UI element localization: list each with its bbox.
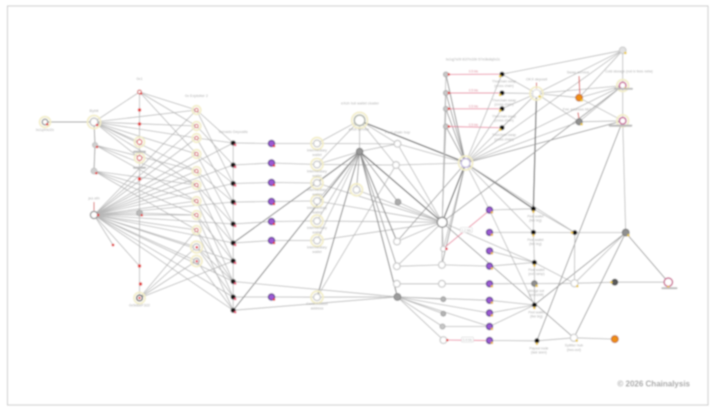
svg-text:0.4 btc: 0.4 btc	[463, 338, 473, 342]
svg-text:bc1q4mcl2x: bc1q4mcl2x	[36, 128, 54, 132]
svg-text:Swap service: Swap service	[567, 71, 590, 75]
svg-text:wallet: wallet	[312, 153, 321, 157]
svg-text:eXch hot wallet cluster: eXch hot wallet cluster	[341, 102, 380, 106]
svg-text:Intermediary: Intermediary	[307, 206, 327, 210]
svg-text:Fee address bb1: Fee address bb1	[563, 107, 592, 111]
svg-text:Thorchain swap: Thorchain swap	[492, 133, 516, 137]
svg-text:Cold storage (not in fees netw: Cold storage (not in fees netw)	[605, 70, 653, 74]
svg-text:Intermediary: Intermediary	[307, 246, 327, 250]
svg-text:Thorchain swap: Thorchain swap	[492, 114, 516, 118]
svg-text:1.2 btc: 1.2 btc	[462, 228, 472, 232]
svg-text:0.5 btc: 0.5 btc	[469, 70, 479, 74]
svg-text:Peel wallet: Peel wallet	[527, 214, 543, 218]
svg-text:0x1: 0x1	[136, 77, 142, 81]
svg-text:Tornado Deposits: Tornado Deposits	[218, 130, 248, 134]
svg-text:wallet: wallet	[312, 250, 321, 254]
svg-text:jez.eth: jez.eth	[87, 197, 99, 201]
svg-text:Bybit: Bybit	[90, 108, 100, 113]
svg-text:eXch service: eXch service	[349, 128, 370, 132]
svg-text:Splitter hub: Splitter hub	[565, 344, 583, 348]
svg-text:(cross chain): (cross chain)	[494, 137, 513, 141]
svg-text:Peel wallet: Peel wallet	[528, 268, 544, 272]
svg-text:0.5 btc: 0.5 btc	[469, 89, 479, 93]
svg-text:0x Exploiter 2: 0x Exploiter 2	[185, 94, 208, 98]
svg-text:wallet: wallet	[312, 230, 321, 234]
svg-text:wallet: wallet	[312, 192, 321, 196]
svg-text:Payout node: Payout node	[529, 346, 548, 350]
svg-text:Consolidation: Consolidation	[306, 302, 328, 306]
svg-text:OKX deposit: OKX deposit	[526, 78, 548, 82]
svg-text:Intermediary: Intermediary	[307, 188, 327, 192]
svg-text:(last seen): (last seen)	[531, 350, 547, 354]
svg-text:Intermediary: Intermediary	[307, 226, 327, 230]
svg-text:Thorchain swap: Thorchain swap	[492, 80, 516, 84]
svg-text:wallet: wallet	[312, 210, 321, 214]
svg-text:© 2026 Chainalysis: © 2026 Chainalysis	[617, 380, 690, 389]
svg-text:(exit ramp): (exit ramp)	[528, 272, 544, 276]
svg-text:Peel wallet: Peel wallet	[527, 238, 543, 242]
svg-text:bc1qj7s09 81f7ln33h 57m3kdlq0x: bc1qj7s09 81f7ln33h 57m3kdlq0x2c	[446, 58, 500, 62]
svg-text:Peel chain hop: Peel chain hop	[385, 131, 410, 135]
svg-text:(fee leg): (fee leg)	[530, 315, 542, 319]
svg-text:(cross chain): (cross chain)	[494, 103, 513, 107]
svg-text:wallet: wallet	[312, 174, 321, 178]
svg-text:Thorchain swap: Thorchain swap	[492, 99, 516, 103]
svg-text:Intermediary: Intermediary	[307, 149, 327, 153]
svg-text:(fee leg): (fee leg)	[529, 242, 541, 246]
svg-text:0x9d6eF322: 0x9d6eF322	[129, 304, 150, 308]
svg-text:Intermediary: Intermediary	[307, 170, 327, 174]
svg-text:Bridge out: Bridge out	[529, 289, 545, 293]
svg-text:address: address	[311, 307, 324, 311]
svg-text:0.5 btc: 0.5 btc	[469, 104, 479, 108]
svg-text:0.5 btc: 0.5 btc	[469, 123, 479, 127]
svg-text:(fee leg): (fee leg)	[529, 218, 541, 222]
svg-text:(cross chain): (cross chain)	[494, 118, 513, 122]
svg-text:Peel wallet: Peel wallet	[528, 311, 544, 315]
svg-text:(cross chain): (cross chain)	[494, 84, 513, 88]
svg-text:(two-out): (two-out)	[567, 348, 581, 352]
svg-text:(sideshift): (sideshift)	[529, 293, 544, 297]
